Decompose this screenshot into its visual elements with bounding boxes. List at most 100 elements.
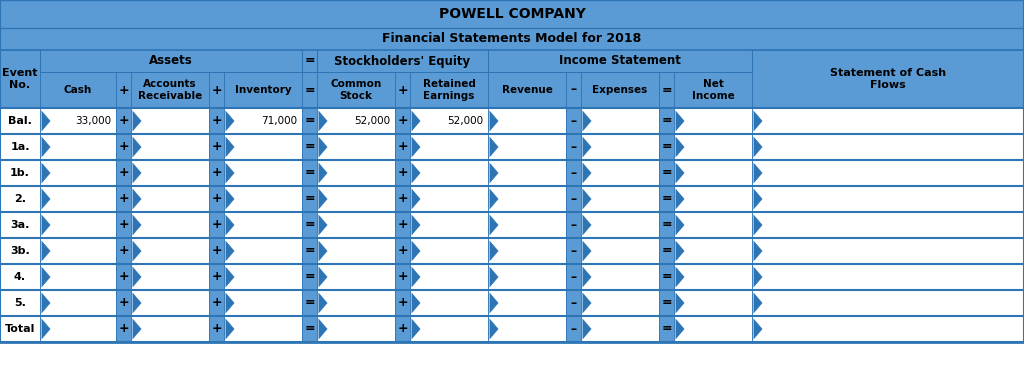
Bar [581, 134, 659, 160]
Bar [209, 72, 224, 108]
Bar [224, 72, 302, 108]
Text: +: + [211, 297, 222, 310]
Bar [566, 316, 581, 342]
Polygon shape [412, 266, 421, 288]
Polygon shape [676, 266, 684, 288]
Bar [40, 264, 116, 290]
Bar [302, 264, 317, 290]
Bar [224, 186, 302, 212]
Bar [674, 134, 752, 160]
Text: =: = [304, 244, 314, 257]
Bar [674, 72, 752, 108]
Bar [410, 108, 488, 134]
Bar [566, 212, 581, 238]
Bar [302, 212, 317, 238]
Text: =: = [304, 297, 314, 310]
Bar [131, 264, 209, 290]
Bar [116, 290, 131, 316]
Bar [674, 212, 752, 238]
Text: 4.: 4. [14, 272, 26, 282]
Polygon shape [489, 241, 499, 261]
Bar [488, 316, 566, 342]
Text: +: + [118, 84, 129, 97]
Polygon shape [318, 241, 328, 261]
Bar [659, 264, 674, 290]
Text: =: = [304, 166, 314, 179]
Text: Income Statement: Income Statement [559, 54, 681, 68]
Polygon shape [132, 241, 141, 261]
Bar [116, 186, 131, 212]
Text: +: + [211, 141, 222, 154]
Bar [488, 108, 566, 134]
Bar [410, 160, 488, 186]
Bar [116, 72, 131, 108]
Text: Accounts
Receivable: Accounts Receivable [138, 79, 202, 101]
Polygon shape [132, 214, 141, 235]
Bar [40, 72, 116, 108]
Polygon shape [225, 214, 234, 235]
Bar [0, 50, 1024, 72]
Text: =: = [662, 244, 672, 257]
Bar [410, 186, 488, 212]
Text: –: – [570, 192, 577, 206]
Polygon shape [676, 137, 684, 157]
Bar [116, 108, 131, 134]
Polygon shape [412, 110, 421, 132]
Text: 2.: 2. [14, 194, 26, 204]
Text: 3a.: 3a. [10, 220, 30, 230]
Polygon shape [318, 188, 328, 210]
Bar [0, 264, 40, 290]
Bar [410, 72, 488, 108]
Bar [674, 290, 752, 316]
Text: Inventory: Inventory [234, 85, 291, 95]
Text: –: – [570, 297, 577, 310]
Polygon shape [225, 241, 234, 261]
Text: +: + [118, 115, 129, 128]
Bar [395, 238, 410, 264]
Bar [566, 264, 581, 290]
Text: POWELL COMPANY: POWELL COMPANY [438, 7, 586, 21]
Text: =: = [662, 84, 672, 97]
Polygon shape [676, 319, 684, 339]
Bar [131, 160, 209, 186]
Polygon shape [754, 188, 763, 210]
Bar [488, 72, 566, 108]
Polygon shape [42, 110, 50, 132]
Polygon shape [583, 319, 592, 339]
Text: =: = [662, 115, 672, 128]
Polygon shape [676, 163, 684, 184]
Bar [659, 160, 674, 186]
Polygon shape [412, 292, 421, 313]
Polygon shape [676, 292, 684, 313]
Bar [0, 290, 40, 316]
Bar [488, 238, 566, 264]
Text: –: – [570, 84, 577, 97]
Text: +: + [397, 166, 408, 179]
Text: –: – [570, 270, 577, 283]
Polygon shape [318, 163, 328, 184]
Bar [317, 186, 395, 212]
Bar [224, 160, 302, 186]
Bar [488, 134, 566, 160]
Text: –: – [570, 323, 577, 335]
Polygon shape [132, 110, 141, 132]
Bar [752, 108, 1024, 134]
Polygon shape [225, 110, 234, 132]
Bar [224, 238, 302, 264]
Bar [0, 28, 1024, 50]
Bar [581, 264, 659, 290]
Bar [566, 290, 581, 316]
Polygon shape [318, 137, 328, 157]
Bar [674, 186, 752, 212]
Bar [131, 72, 209, 108]
Text: 5.: 5. [14, 298, 26, 308]
Text: –: – [570, 219, 577, 232]
Bar [224, 264, 302, 290]
Polygon shape [754, 319, 763, 339]
Bar [209, 212, 224, 238]
Polygon shape [42, 266, 50, 288]
Polygon shape [583, 214, 592, 235]
Bar [40, 134, 116, 160]
Polygon shape [225, 266, 234, 288]
Text: 1a.: 1a. [10, 142, 30, 152]
